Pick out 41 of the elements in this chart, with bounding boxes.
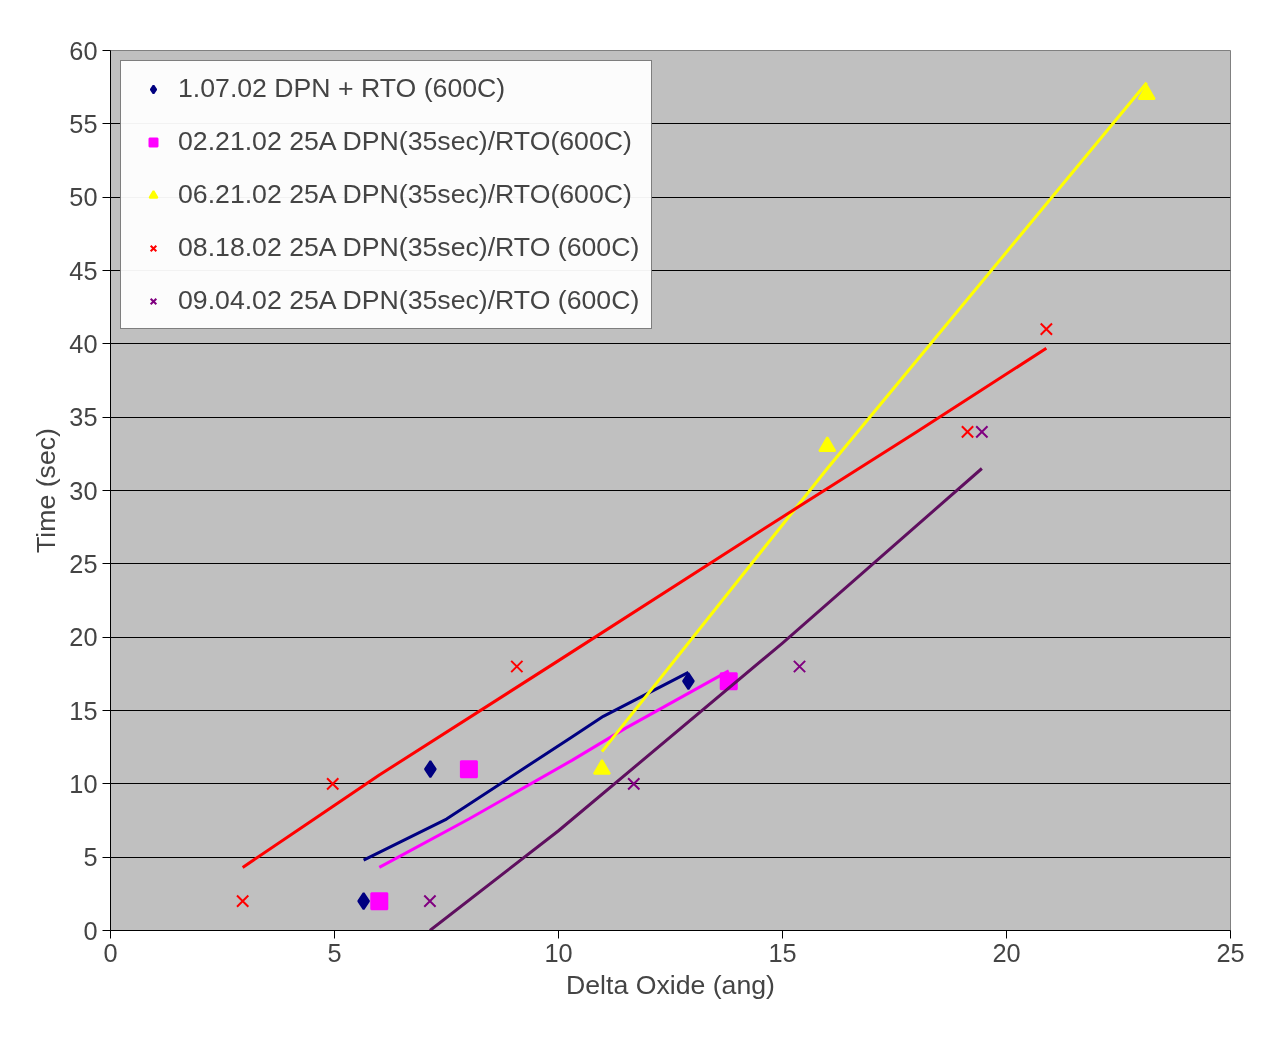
point	[1039, 322, 1054, 336]
legend-label: 02.21.02 25A DPN(35sec)/RTO(600C)	[178, 126, 632, 157]
legend-label: 09.04.02 25A DPN(35sec)/RTO (600C)	[178, 285, 640, 316]
y-axis-title: Time (sec)	[31, 428, 62, 553]
y-tick-label: 35	[69, 403, 98, 432]
y-tick-label: 0	[83, 916, 98, 945]
y-tick-label: 25	[69, 549, 98, 578]
y-tick-label: 20	[69, 623, 98, 652]
y-tick-label: 45	[69, 256, 98, 285]
point	[960, 425, 975, 439]
x-tick-label: 25	[1216, 938, 1245, 967]
line-series	[428, 467, 984, 931]
point	[370, 892, 389, 911]
point	[818, 436, 837, 453]
x-tick-label: 0	[103, 938, 118, 967]
x-tick-label: 10	[544, 938, 573, 967]
point	[975, 425, 989, 439]
x-axis-title: Delta Oxide (ang)	[566, 969, 775, 1000]
point	[236, 894, 250, 908]
y-tick-label: 10	[69, 769, 98, 798]
y-tick-label: 30	[69, 476, 98, 505]
point	[1137, 84, 1156, 101]
y-tick-label: 40	[69, 329, 98, 358]
x-tick-label: 5	[327, 938, 342, 967]
point	[326, 777, 340, 791]
y-tick-label: 60	[69, 36, 98, 65]
point	[627, 777, 641, 791]
point	[792, 659, 807, 674]
point	[423, 894, 437, 908]
line-series	[241, 346, 1048, 869]
legend-label: 08.18.02 25A DPN(35sec)/RTO (600C)	[178, 232, 640, 263]
x-tick-label: 20	[992, 938, 1021, 967]
point	[459, 760, 478, 779]
y-tick-label: 5	[83, 843, 98, 872]
y-tick-label: 15	[69, 696, 98, 725]
x-tick-label: 15	[768, 938, 797, 967]
point	[510, 659, 524, 674]
y-tick-label: 50	[69, 183, 98, 212]
y-tick-label: 55	[69, 109, 98, 138]
legend-label: 1.07.02 DPN + RTO (600C)	[178, 73, 506, 104]
legend-label: 06.21.02 25A DPN(35sec)/RTO(600C)	[178, 179, 632, 210]
